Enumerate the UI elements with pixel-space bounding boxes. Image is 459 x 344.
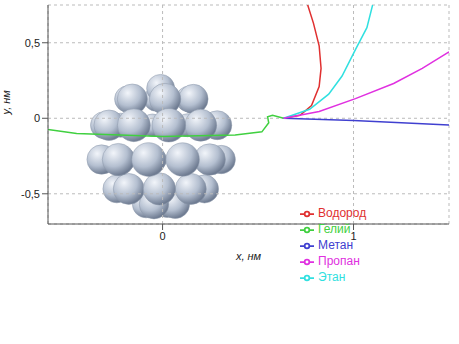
svg-text:y, нм: y, нм bbox=[0, 90, 12, 116]
svg-text:0: 0 bbox=[160, 230, 166, 242]
html-text:Водород: Водород bbox=[318, 206, 367, 220]
svg-text:0,5: 0,5 bbox=[25, 37, 40, 49]
html-text:Гелий: Гелий bbox=[318, 222, 351, 236]
html-text:Этан: Этан bbox=[318, 270, 346, 284]
html-text:Метан: Метан bbox=[318, 238, 354, 252]
svg-text:x, нм: x, нм bbox=[235, 250, 262, 262]
html-text:Пропан: Пропан bbox=[318, 254, 360, 268]
svg-text:-0,5: -0,5 bbox=[21, 188, 40, 200]
svg-text:0: 0 bbox=[34, 112, 40, 124]
svg-text:1: 1 bbox=[350, 230, 356, 242]
